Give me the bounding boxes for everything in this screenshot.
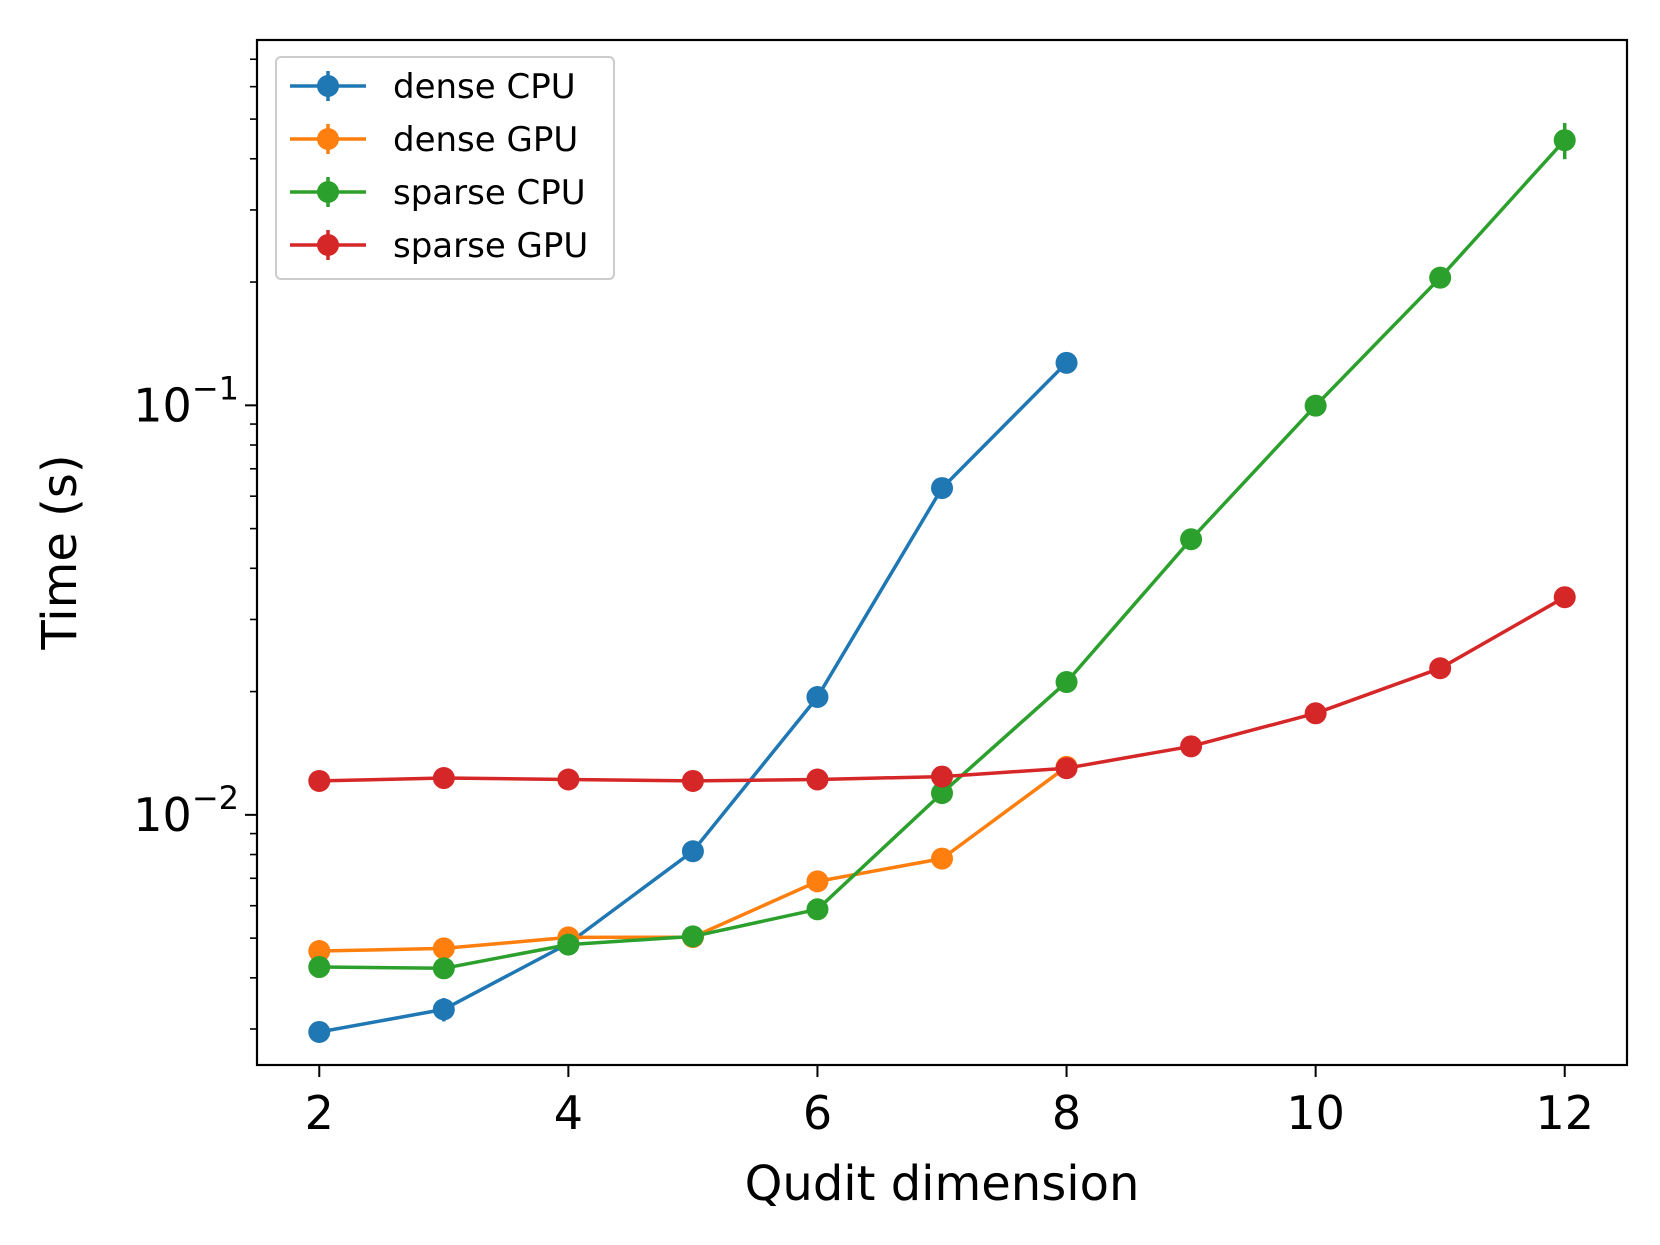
data-point <box>1055 351 1078 374</box>
data-point <box>432 767 455 790</box>
x-axis-label: Qudit dimension <box>745 1156 1140 1212</box>
data-point <box>1055 671 1078 694</box>
legend-item: sparse CPU <box>290 173 586 213</box>
data-point <box>1304 394 1327 417</box>
y-tick-exponent: −1 <box>192 369 239 407</box>
data-point <box>308 1020 331 1043</box>
legend-marker <box>317 128 339 150</box>
y-minor-ticks <box>250 58 257 1030</box>
data-point <box>931 847 953 870</box>
legend-label: dense CPU <box>393 67 576 107</box>
data-point <box>681 840 704 863</box>
x-tick-label: 10 <box>1286 1086 1345 1140</box>
data-point <box>806 685 829 708</box>
data-point <box>1553 129 1576 152</box>
data-point <box>557 933 580 956</box>
data-point <box>432 937 455 960</box>
series-dense-cpu <box>308 351 1078 1043</box>
data-point <box>806 870 829 893</box>
x-tick-label: 4 <box>554 1086 583 1140</box>
data-point <box>1055 757 1078 780</box>
data-point <box>432 998 455 1021</box>
data-point <box>681 925 704 948</box>
data-point <box>557 768 580 791</box>
series-sparse-cpu <box>308 123 1576 980</box>
legend-marker <box>317 75 339 97</box>
x-tick-label: 12 <box>1535 1086 1594 1140</box>
legend-label: sparse GPU <box>393 226 588 266</box>
y-tick-label: 10−1 <box>133 369 239 432</box>
y-tick-base: 10 <box>133 378 192 432</box>
data-point <box>308 956 331 979</box>
data-point <box>432 957 455 980</box>
data-point <box>1180 528 1203 551</box>
data-point <box>931 782 953 805</box>
data-point <box>1429 657 1452 680</box>
data-point <box>1304 702 1327 725</box>
legend-marker <box>317 234 339 256</box>
data-point <box>931 477 953 500</box>
legend-label: sparse CPU <box>393 173 586 213</box>
data-point <box>308 940 331 963</box>
data-point <box>1180 735 1203 758</box>
data-point <box>1429 266 1452 289</box>
legend-marker <box>317 181 339 203</box>
legend-item: dense CPU <box>290 67 576 107</box>
y-axis-label: Time (s) <box>32 454 88 650</box>
y-tick-label: 10−2 <box>133 779 239 842</box>
y-tick-base: 10 <box>133 788 192 842</box>
data-point <box>681 769 704 792</box>
data-point <box>806 768 829 791</box>
data-point <box>1553 586 1576 609</box>
x-tick-label: 8 <box>1052 1086 1081 1140</box>
legend-item: sparse GPU <box>290 226 588 266</box>
data-point <box>806 898 829 921</box>
x-tick-label: 6 <box>803 1086 832 1140</box>
data-point <box>308 769 331 792</box>
y-tick-exponent: −2 <box>192 779 239 817</box>
series-sparse-gpu <box>308 586 1576 792</box>
plot-frame <box>255 38 1629 1067</box>
legend: dense CPU dense GPU sparse CPU sparse GPU <box>275 56 615 280</box>
legend-label: dense GPU <box>393 120 578 160</box>
x-tick-label: 2 <box>305 1086 334 1140</box>
legend-frame <box>275 56 615 280</box>
data-point <box>931 765 953 788</box>
legend-item: dense GPU <box>290 120 578 160</box>
series-layer <box>308 123 1576 1043</box>
